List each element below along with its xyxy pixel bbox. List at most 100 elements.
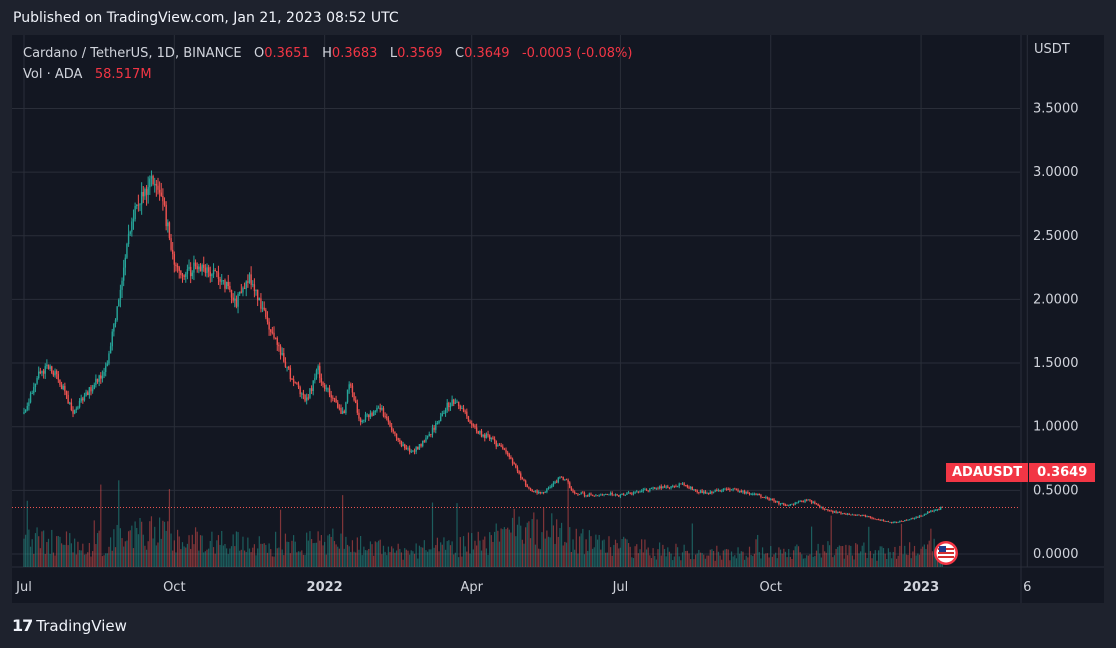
volume-bar [863, 542, 865, 567]
candle-body [387, 418, 390, 422]
volume-bar [626, 539, 628, 567]
volume-bar [77, 541, 79, 567]
candle-body [830, 510, 832, 512]
us-flag-icon[interactable] [933, 540, 959, 566]
volume-bar [642, 552, 644, 567]
volume-bar [712, 550, 715, 567]
candle-body [587, 495, 589, 497]
volume-bar [356, 537, 358, 567]
candle-body [109, 346, 112, 354]
candle-body [60, 384, 63, 390]
candle-body [397, 438, 399, 441]
volume-label[interactable]: Vol · ADA [23, 67, 83, 82]
candle-body [533, 491, 535, 493]
candle-body [119, 289, 122, 300]
volume-bar [56, 536, 58, 567]
candle-body [237, 294, 239, 307]
published-header: Published on TradingView.com, Jan 21, 20… [13, 10, 399, 26]
candle-body [381, 408, 383, 410]
candle-body [727, 489, 729, 491]
candle-body [91, 389, 94, 392]
candle-body [926, 512, 929, 514]
volume-bar [846, 555, 849, 567]
volume-bar [614, 539, 617, 567]
candle-body [270, 329, 272, 332]
volume-bar [930, 528, 932, 567]
candle-body [776, 501, 778, 503]
candle-body [59, 379, 61, 385]
volume-bar [253, 544, 255, 567]
candle-body [511, 458, 514, 464]
volume-bar [838, 545, 840, 567]
candle-body [312, 380, 314, 392]
volume-bar [752, 556, 754, 567]
candle-body [618, 495, 620, 497]
candle-body [508, 454, 510, 457]
volume-bar [824, 551, 826, 567]
candle-body [55, 371, 58, 375]
volume-bar [96, 533, 99, 567]
candle-body [307, 397, 310, 399]
volume-bar [26, 500, 28, 567]
footer-brand-name: TradingView [36, 616, 127, 635]
candle-body [229, 285, 231, 290]
volume-bar [796, 544, 798, 567]
volume-bar [237, 532, 239, 567]
candle-body [755, 493, 757, 496]
volume-bar [616, 543, 618, 567]
volume-bar [629, 546, 631, 567]
candle-body [368, 414, 370, 418]
candle-body [591, 494, 594, 496]
volume-bar [603, 539, 605, 567]
volume-bar [773, 554, 775, 567]
candle-body [124, 257, 127, 268]
volume-bar [65, 531, 68, 567]
volume-bar [828, 545, 831, 567]
volume-bar [165, 530, 167, 567]
candle-body [475, 427, 478, 432]
legend-title[interactable]: Cardano / TetherUS, 1D, BINANCE [23, 46, 242, 61]
volume-bar [230, 546, 233, 567]
candle-body [421, 440, 424, 447]
footer-brand[interactable]: 17 TradingView [12, 616, 127, 635]
candle-body [899, 521, 901, 522]
candle-body [57, 374, 60, 380]
candle-body [193, 262, 195, 273]
x-tick-label: 2022 [307, 580, 343, 595]
candle-body [614, 494, 617, 496]
volume-bar [87, 552, 89, 567]
candle-body [459, 405, 461, 409]
candle-body [191, 272, 194, 277]
volume-bar [33, 553, 35, 567]
candle-body [748, 493, 751, 495]
candle-body [645, 489, 648, 491]
volume-bar [229, 548, 231, 567]
volume-bar [433, 547, 435, 567]
candle-body [833, 511, 836, 513]
candle-body [328, 388, 331, 395]
volume-bar [472, 549, 474, 567]
volume-bar [116, 524, 118, 567]
candle-body [910, 518, 912, 520]
volume-bar [44, 554, 46, 567]
candle-body [611, 493, 613, 495]
volume-bar [235, 531, 238, 567]
volume-bar [47, 538, 50, 567]
x-tick-label: 2023 [903, 580, 939, 595]
candle-body [273, 332, 275, 338]
candle-body [624, 494, 627, 496]
candle-body [116, 306, 118, 320]
volume-bar [325, 554, 327, 567]
candle-body [395, 433, 398, 439]
candle-body [189, 266, 192, 277]
candle-body [178, 267, 180, 271]
legend-close-label: C [454, 46, 465, 61]
volume-bar [900, 523, 903, 567]
volume-bar [526, 522, 528, 567]
price-chart[interactable]: 3.5000 3.0000 2.5000 2.0000 1.5000 1.0000 0.50… [12, 35, 1104, 603]
volume-bar [145, 549, 148, 567]
volume-bar [511, 517, 514, 567]
volume-bar [31, 539, 33, 567]
chart-pane[interactable]: 3.5000 3.0000 2.5000 2.0000 1.5000 1.0000 0.50… [12, 35, 1104, 603]
candle-body [644, 489, 646, 491]
